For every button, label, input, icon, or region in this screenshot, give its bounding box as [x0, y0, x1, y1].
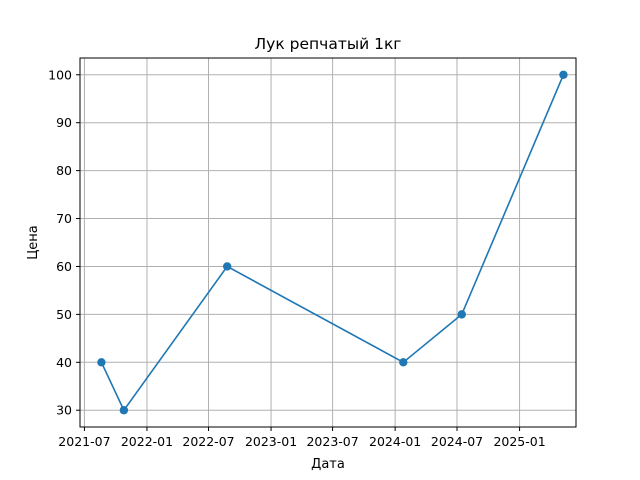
chart-title: Лук репчатый 1кг — [255, 35, 402, 53]
plot-area-frame — [79, 57, 577, 428]
x-axis: 2021-07 2022-01 2022-07 2023-01 2023-07 2024-… — [58, 427, 546, 449]
series-line — [100, 74, 565, 412]
x-tick-label: 2023-01 — [245, 434, 297, 449]
series-layer — [97, 70, 568, 415]
x-tick-label: 2023-07 — [306, 434, 358, 449]
y-tick-label: 80 — [56, 163, 72, 178]
y-tick-label: 70 — [56, 211, 72, 226]
x-tick-label: 2022-07 — [182, 434, 234, 449]
x-axis-label: Дата — [311, 457, 345, 472]
x-tick-label: 2024-07 — [431, 434, 483, 449]
data-point-marker — [457, 310, 466, 319]
y-tick-label: 100 — [48, 67, 72, 82]
data-point-marker — [559, 70, 568, 79]
x-tick-label: 2025-01 — [493, 434, 545, 449]
y-tick-label: 30 — [56, 403, 72, 418]
y-axis-label: Цена — [26, 225, 41, 260]
x-tick-label: 2021-07 — [58, 434, 110, 449]
y-tick-label: 40 — [56, 355, 72, 370]
y-tick-label: 90 — [56, 115, 72, 130]
y-tick-label: 60 — [56, 259, 72, 274]
y-tick-label: 50 — [56, 307, 72, 322]
x-tick-label: 2024-01 — [369, 434, 421, 449]
grid — [80, 58, 576, 427]
x-tick-label: 2022-01 — [121, 434, 173, 449]
y-axis: 30 40 50 60 70 80 90 100 — [48, 67, 80, 418]
data-point-marker — [119, 406, 129, 415]
data-point-marker — [223, 262, 232, 271]
data-point-marker — [399, 358, 408, 367]
data-point-marker — [97, 358, 106, 367]
